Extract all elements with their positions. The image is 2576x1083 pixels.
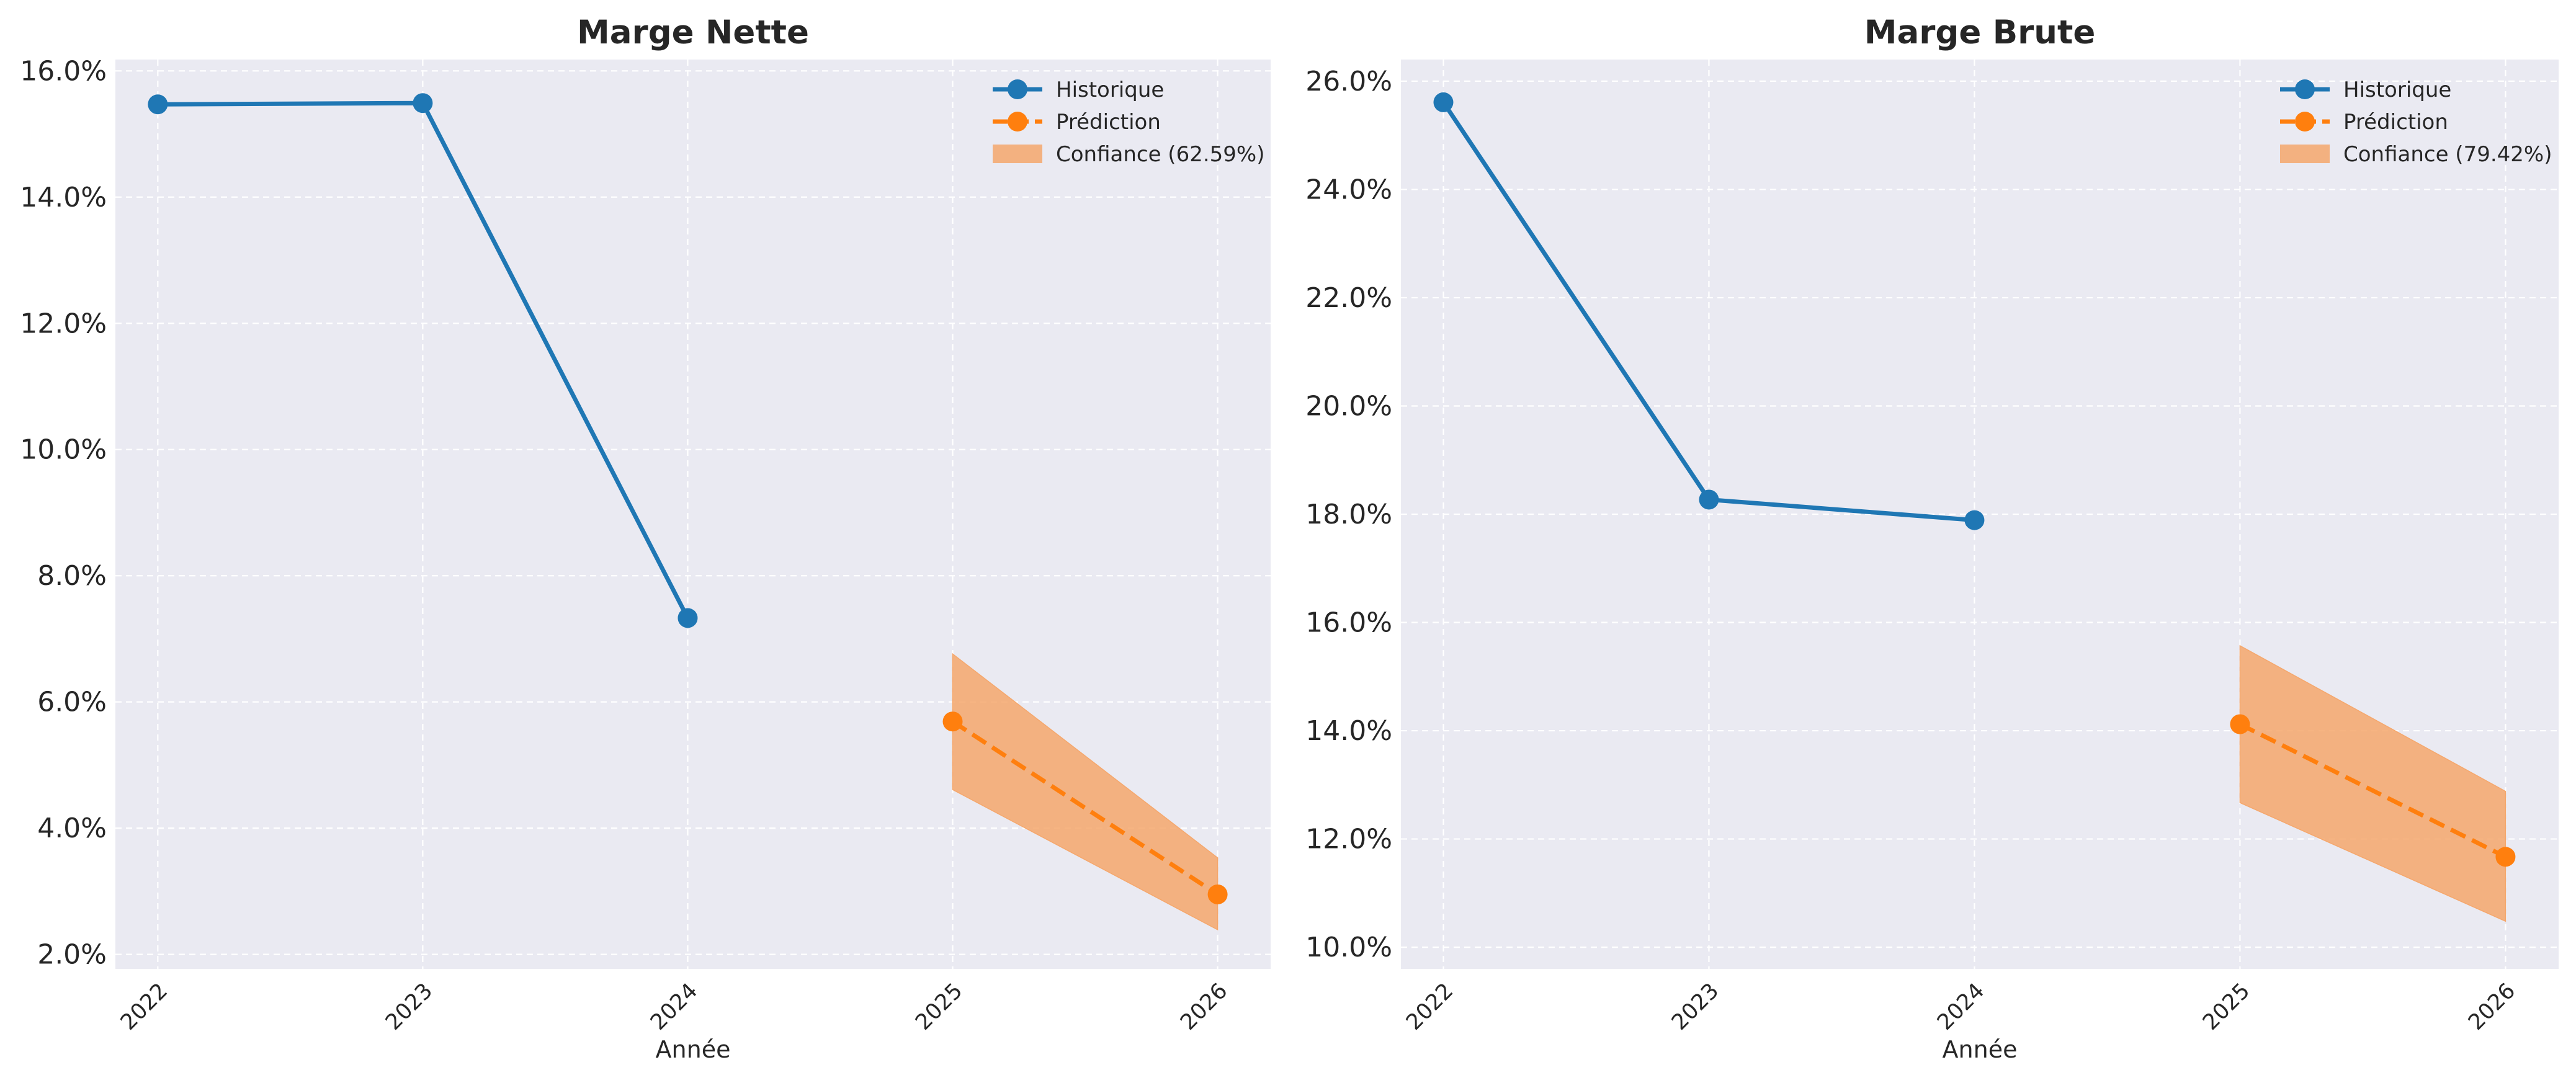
legend-label: Prédiction xyxy=(1056,110,1161,135)
legend-marker-handle xyxy=(1008,112,1027,131)
panel-marge-brute: 10.0% 12.0% 14.0% 16.0% 18.0% 20.0% 22.0% 24.0%… xyxy=(1305,14,2559,1063)
confidence-band xyxy=(952,653,1219,931)
data-point-historique xyxy=(678,608,698,628)
data-point-historique xyxy=(1699,489,1719,510)
y-tick-label: 12.0% xyxy=(1305,824,1392,855)
y-tick-label: 14.0% xyxy=(20,182,107,213)
legend: Historique Prédiction Confiance (62.59%) xyxy=(993,78,1264,167)
x-tick-label: 2025 xyxy=(911,979,967,1035)
legend-label: Confiance (79.42%) xyxy=(2343,142,2552,167)
legend-label: Historique xyxy=(1056,78,1164,102)
legend-band-handle xyxy=(993,145,1042,163)
y-tick-label: 18.0% xyxy=(1305,499,1392,530)
legend-marker-handle xyxy=(1008,79,1027,99)
y-tick-label: 12.0% xyxy=(20,308,107,339)
x-tick-label: 2026 xyxy=(1176,979,1232,1035)
legend-band-handle xyxy=(2280,145,2330,163)
y-tick-label: 16.0% xyxy=(20,55,107,87)
y-tick-label: 8.0% xyxy=(37,560,107,592)
x-axis-label: Année xyxy=(656,1036,731,1063)
legend-marker-handle xyxy=(2295,79,2315,99)
y-tick-label: 16.0% xyxy=(1305,607,1392,639)
y-tick-label: 20.0% xyxy=(1305,390,1392,422)
data-point-prediction xyxy=(1207,884,1228,904)
y-tick-label: 6.0% xyxy=(37,687,107,718)
data-point-prediction xyxy=(2495,847,2516,867)
x-tick-label: 2026 xyxy=(2464,979,2520,1035)
x-tick-label: 2022 xyxy=(1402,979,1458,1035)
x-tick-label: 2024 xyxy=(1933,979,1989,1035)
panel-marge-nette: 2.0% 4.0% 6.0% 8.0% 10.0% 12.0% 14.0% 16.0% 2022… xyxy=(20,14,1271,1063)
data-point-historique xyxy=(413,93,433,114)
x-tick-label: 2025 xyxy=(2198,979,2255,1035)
legend-label: Prédiction xyxy=(2343,110,2448,135)
y-tick-label: 22.0% xyxy=(1305,282,1392,314)
x-tick-label: 2024 xyxy=(646,979,702,1035)
legend-label: Historique xyxy=(2343,78,2451,102)
x-axis-label: Année xyxy=(1943,1036,2018,1063)
data-point-historique xyxy=(148,94,168,115)
y-tick-label: 2.0% xyxy=(37,939,107,971)
chart-title: Marge Brute xyxy=(1864,14,2096,51)
legend-marker-handle xyxy=(2295,112,2315,131)
series-line-prediction xyxy=(2238,722,2507,859)
confidence-band xyxy=(2239,644,2507,922)
data-point-historique xyxy=(1964,510,1985,530)
y-tick-label: 26.0% xyxy=(1305,66,1392,97)
data-point-prediction xyxy=(942,711,963,732)
y-tick-label: 24.0% xyxy=(1305,174,1392,205)
chart-title: Marge Nette xyxy=(577,14,809,51)
y-tick-label: 14.0% xyxy=(1305,715,1392,747)
series-line-prediction xyxy=(951,720,1219,896)
legend-label: Confiance (62.59%) xyxy=(1056,142,1264,167)
y-tick-label: 10.0% xyxy=(20,434,107,466)
y-tick-label: 10.0% xyxy=(1305,932,1392,963)
data-point-historique xyxy=(1433,92,1454,112)
x-tick-label: 2022 xyxy=(116,979,172,1035)
x-tick-label: 2023 xyxy=(381,979,437,1035)
x-tick-label: 2023 xyxy=(1667,979,1724,1035)
data-point-prediction xyxy=(2230,714,2250,734)
legend: Historique Prédiction Confiance (79.42%) xyxy=(2280,78,2552,167)
y-tick-label: 4.0% xyxy=(37,813,107,844)
